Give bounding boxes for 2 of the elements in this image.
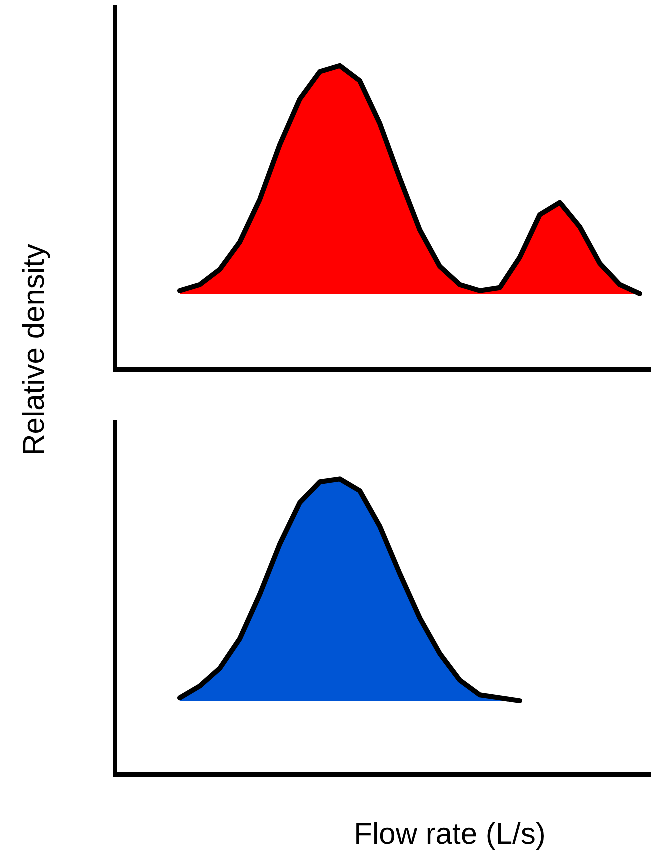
- y-axis-title: Relative density: [18, 244, 52, 456]
- x-axis-title: Flow rate (L/s): [354, 818, 546, 852]
